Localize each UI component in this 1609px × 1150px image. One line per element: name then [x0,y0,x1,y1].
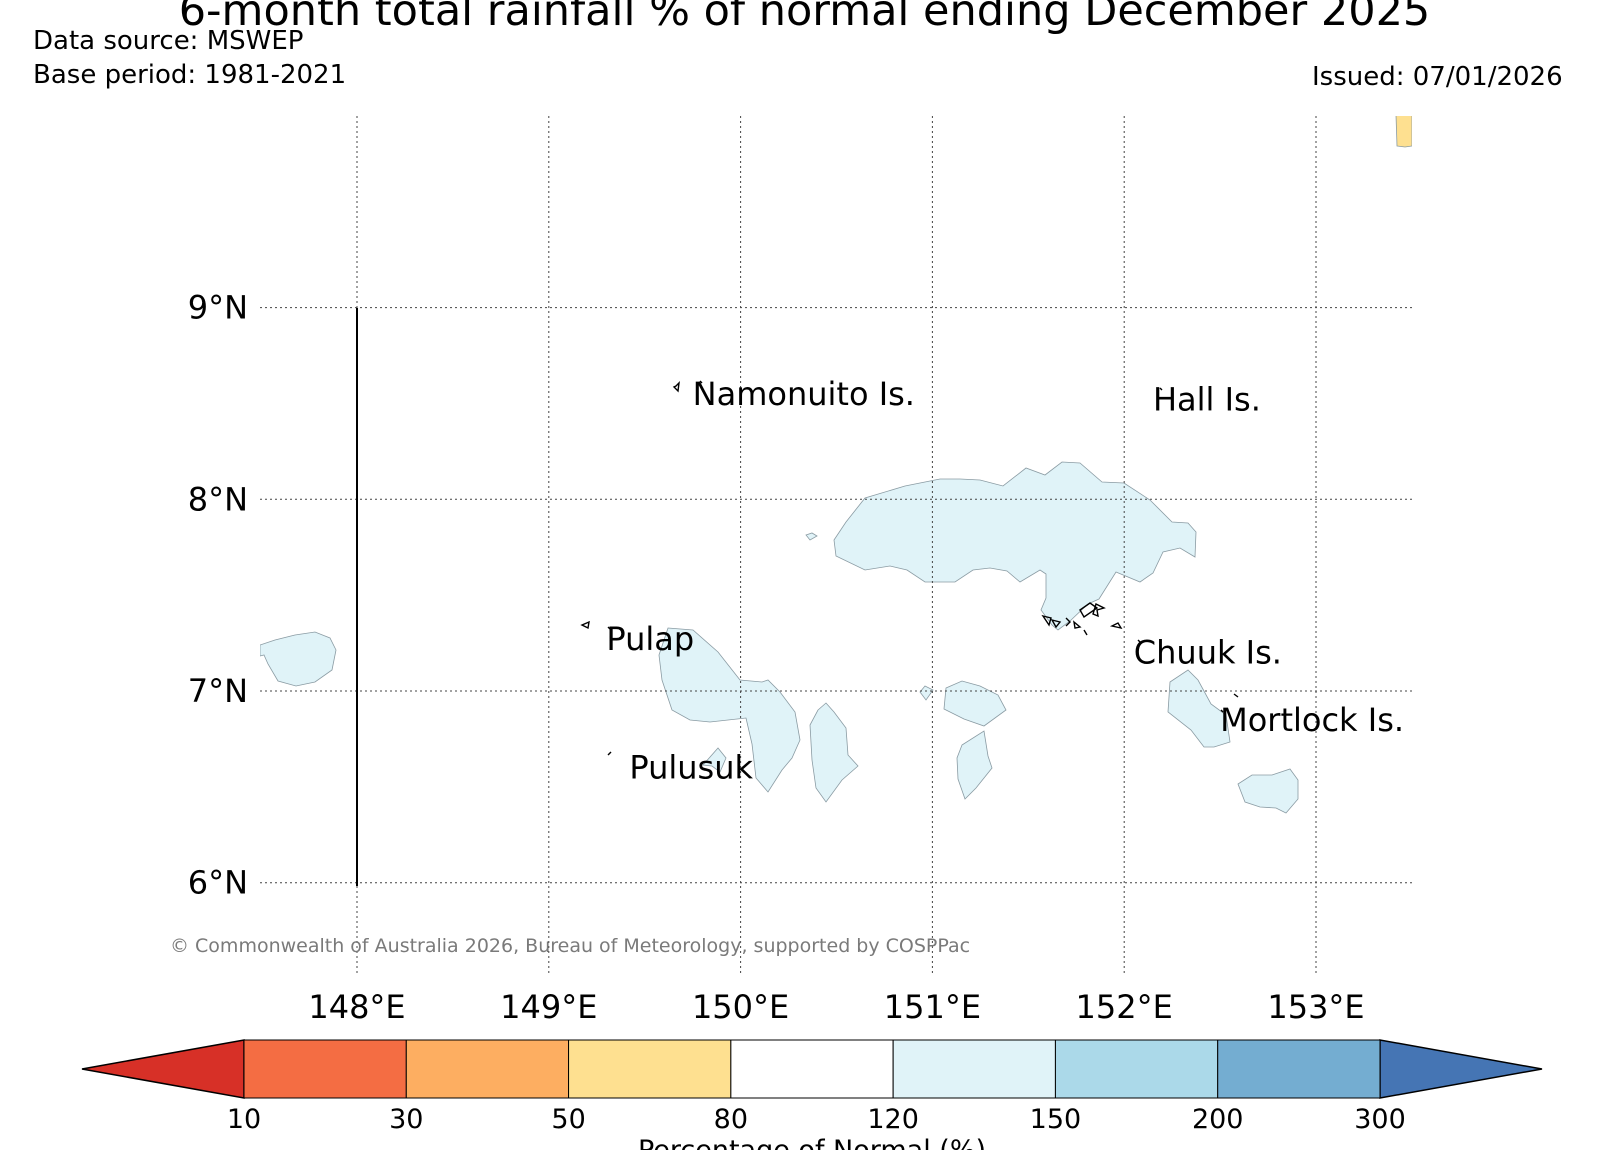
place-label: Hall Is. [1153,381,1261,419]
colorbar-tick-label: 200 [1192,1104,1244,1135]
issued-date-text: Issued: 07/01/2026 [1312,62,1563,92]
colorbar-tick-label: 300 [1354,1104,1406,1135]
map-title: 6-month total rainfall % of normal endin… [178,0,1431,36]
land-islands [260,116,1412,814]
place-label: Mortlock Is. [1220,701,1404,739]
lat-tick-label: 9°N [188,289,248,327]
colorbar-extend-low [81,1039,245,1099]
island-corner-ne [1395,116,1412,148]
lat-tick-label: 8°N [188,480,248,518]
atoll-outlines [580,380,1239,759]
colorbar-segment [405,1039,570,1099]
data-source-text: Data source: MSWEP [33,26,304,56]
base-period-text: Base period: 1981-2021 [33,60,347,90]
lon-tick-label: 149°E [500,988,597,1026]
colorbar-tick-label: 30 [389,1104,423,1135]
lat-tick-label: 6°N [188,864,248,902]
colorbar-tick-label: 120 [867,1104,919,1135]
place-label: Pulap [606,620,694,658]
colorbar-tick-label: 10 [227,1104,261,1135]
island-151-2 [956,730,993,800]
colorbar-segment [1054,1039,1219,1099]
colorbar-segment [243,1039,407,1099]
colorbar-segment [568,1039,732,1099]
colorbar-tick-label: 80 [714,1104,748,1135]
colorbar-extend-high [1379,1039,1543,1099]
island-small-150-3 [805,532,818,541]
lon-tick-label: 151°E [884,988,981,1026]
place-label: Namonuito Is. [693,375,915,413]
axis-labels: 148°E 149°E 150°E 151°E 152°E 153°E 6°N 7°N 8°N 9… [188,289,1365,1026]
colorbar-legend: 10 30 50 80 120 150 200 300 Percentage of Normal… [81,1039,1543,1150]
lon-tick-label: 153°E [1267,988,1364,1026]
copyright-text: © Commonwealth of Australia 2026, Bureau… [170,935,971,957]
island-chuuk-main [833,461,1197,631]
island-west [260,631,337,687]
lon-tick-label: 152°E [1076,988,1173,1026]
island-150-5 [809,702,859,803]
island-pulap-region [658,627,801,793]
colorbar-segment [730,1039,894,1099]
island-mortlock-west [1167,669,1231,748]
map-area [260,116,1412,976]
colorbar-tick-label: 50 [551,1104,585,1135]
lon-tick-label: 150°E [692,988,789,1026]
island-small-151 [919,685,934,701]
colorbar-segment [892,1039,1056,1099]
colorbar-tick-label: 150 [1030,1104,1082,1135]
place-label: Chuuk Is. [1134,634,1282,672]
island-pulusuk-east [702,747,727,773]
place-labels: Namonuito Is. Hall Is. Pulap Chuuk Is. Mortl… [606,375,1404,787]
island-151-1 [943,680,1007,727]
lon-tick-label: 148°E [308,988,405,1026]
island-mortlock-south [1237,768,1299,814]
colorbar-segment [1217,1039,1381,1099]
place-label: Pulusuk [629,749,753,787]
colorbar-title: Percentage of Normal (%) [638,1135,986,1150]
lat-tick-label: 7°N [188,672,248,710]
